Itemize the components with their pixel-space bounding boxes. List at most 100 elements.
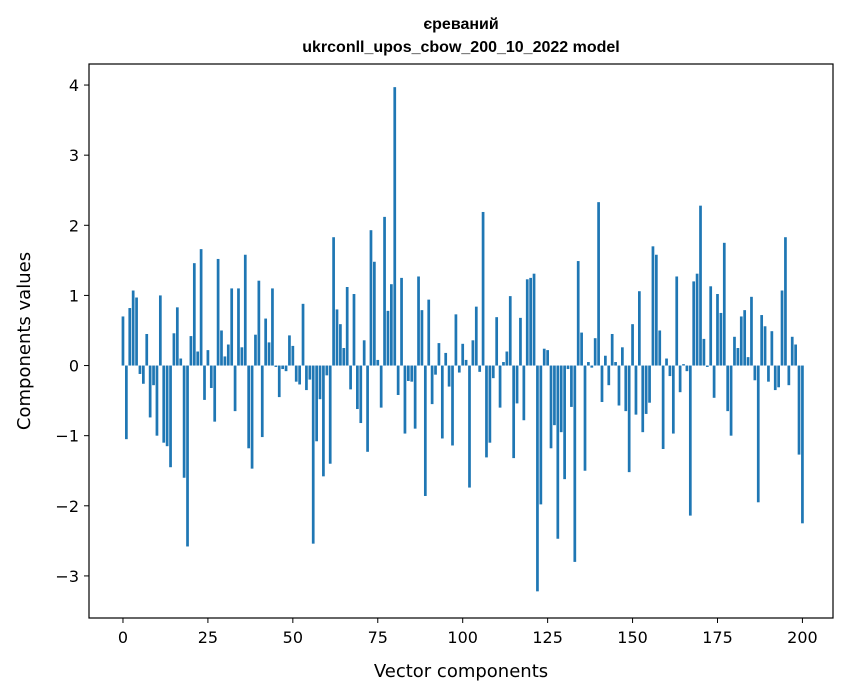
bar-198: [794, 344, 797, 366]
bar-31: [226, 344, 230, 366]
bar-160: [665, 358, 668, 366]
bar-96: [447, 365, 451, 387]
bar-71: [362, 340, 366, 366]
bar-1: [125, 365, 128, 440]
bar-3: [131, 290, 135, 366]
bar-196: [787, 365, 791, 386]
bar-7: [145, 333, 149, 366]
bar-167: [688, 365, 692, 516]
bar-46: [277, 365, 281, 398]
bar-67: [349, 365, 352, 390]
bar-162: [671, 365, 675, 434]
bar-53: [301, 303, 305, 366]
bar-47: [281, 365, 284, 370]
bar-76: [379, 365, 383, 408]
bar-122: [536, 365, 539, 592]
bar-74: [373, 261, 376, 366]
bar-107: [485, 365, 488, 458]
bar-100: [461, 343, 465, 366]
bar-54: [305, 365, 308, 391]
bar-104: [474, 306, 478, 366]
bar-20: [189, 336, 193, 366]
bars-group: [121, 87, 804, 592]
bar-60: [325, 365, 329, 376]
bar-165: [682, 364, 685, 366]
bar-26: [209, 365, 213, 388]
bar-174: [712, 365, 716, 398]
bar-125: [546, 350, 549, 366]
bar-15: [172, 333, 176, 366]
bar-191: [770, 331, 774, 366]
bar-0: [121, 316, 125, 366]
bar-190: [767, 365, 770, 382]
bar-101: [464, 359, 468, 366]
bar-14: [169, 365, 172, 468]
bar-42: [264, 318, 268, 366]
bar-156: [651, 246, 655, 366]
bar-81: [396, 365, 400, 395]
bar-155: [648, 365, 651, 403]
bar-58: [318, 365, 322, 400]
bar-12: [162, 365, 166, 443]
x-tick-label: 25: [198, 628, 218, 647]
bar-132: [570, 365, 573, 407]
bar-24: [203, 365, 206, 400]
bar-189: [763, 326, 767, 366]
bar-188: [760, 315, 764, 366]
bar-23: [199, 249, 203, 366]
y-axis-label: Components values: [14, 252, 35, 430]
bar-153: [641, 365, 645, 433]
bar-168: [692, 281, 696, 366]
bar-195: [784, 237, 787, 366]
bar-133: [573, 365, 577, 562]
bar-45: [274, 365, 278, 367]
bar-90: [427, 299, 431, 366]
bar-73: [369, 230, 373, 366]
bar-200: [801, 365, 804, 524]
bar-52: [298, 365, 301, 385]
bar-19: [186, 365, 189, 547]
bar-88: [420, 310, 424, 366]
bar-140: [597, 202, 600, 366]
plot-frame: [88, 63, 834, 619]
bar-199: [797, 365, 801, 455]
bar-149: [627, 365, 631, 473]
bar-56: [311, 365, 315, 544]
bar-17: [179, 358, 183, 366]
bar-197: [790, 336, 794, 366]
bar-118: [522, 365, 526, 421]
bar-131: [566, 365, 570, 370]
bar-147: [621, 347, 624, 366]
y-tick-label: 4: [69, 76, 79, 95]
bar-109: [491, 365, 495, 379]
y-axis-ticks: −3 −2 −1 0 1 2 3 4: [55, 76, 89, 586]
bar-193: [777, 365, 780, 388]
bar-57: [315, 365, 318, 442]
bar-151: [634, 365, 638, 415]
bar-171: [702, 338, 706, 366]
chart-title-line-2: ukrconll_upos_cbow_200_10_2022 model: [302, 39, 619, 56]
bar-139: [593, 338, 597, 366]
bar-79: [390, 284, 393, 366]
bar-93: [437, 343, 441, 366]
bar-21: [192, 263, 196, 366]
bar-85: [410, 365, 414, 382]
bar-121: [532, 273, 536, 366]
bar-18: [182, 365, 186, 478]
bar-4: [135, 297, 138, 366]
y-tick-label: −2: [55, 497, 79, 516]
bar-40: [257, 280, 261, 366]
chart-title-line-1: єреваний: [423, 16, 498, 33]
bar-158: [658, 330, 662, 366]
y-tick-label: 2: [69, 216, 79, 235]
bar-94: [440, 365, 444, 439]
bar-119: [525, 279, 529, 366]
bar-103: [471, 340, 475, 366]
bar-145: [614, 362, 617, 366]
bar-152: [638, 291, 641, 366]
bar-75: [376, 359, 380, 366]
bar-194: [780, 290, 784, 366]
bar-143: [607, 365, 611, 386]
bar-114: [508, 296, 512, 366]
bar-124: [542, 348, 546, 366]
